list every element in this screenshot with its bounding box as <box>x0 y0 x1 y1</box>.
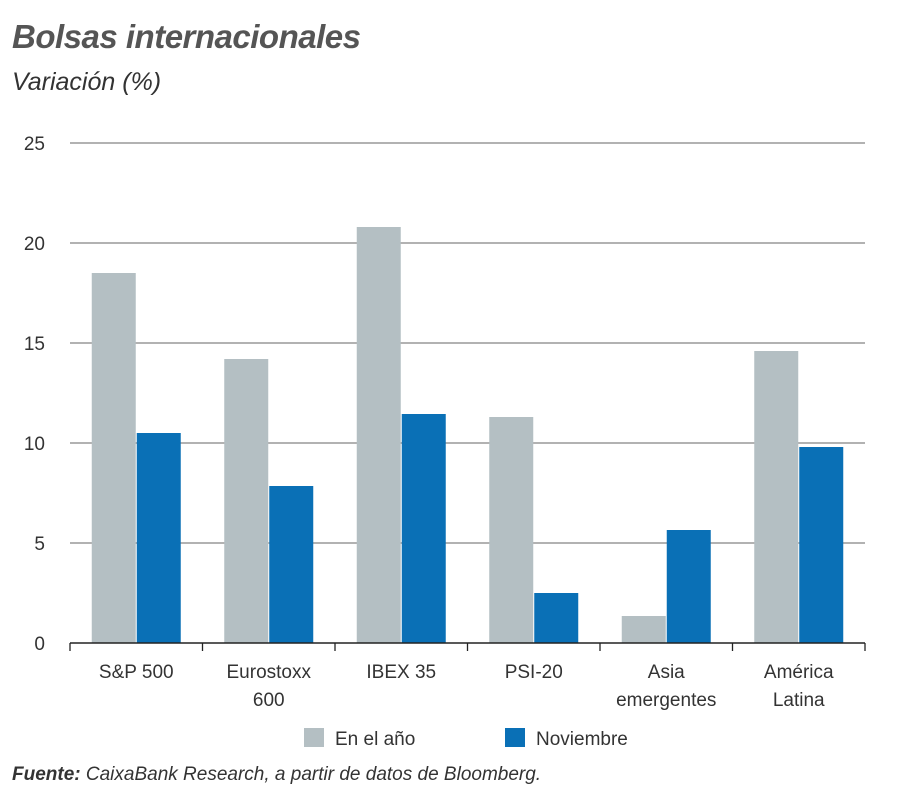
x-tick-label: Eurostoxx <box>227 662 312 683</box>
legend-label: En el año <box>335 729 415 750</box>
legend-swatch <box>505 728 525 747</box>
x-tick-label: S&P 500 <box>99 662 174 683</box>
x-tick-label: América <box>764 662 834 683</box>
y-tick-label: 0 <box>34 634 45 655</box>
y-tick-label: 5 <box>34 534 45 555</box>
bar-noviembre <box>799 447 844 643</box>
bar-en-el-ano <box>224 359 269 643</box>
bar-en-el-ano <box>754 351 799 643</box>
source-text: CaixaBank Research, a partir de datos de… <box>80 764 542 785</box>
bar-en-el-ano <box>91 273 136 643</box>
bar-noviembre <box>534 593 579 643</box>
source-label: Fuente: <box>12 764 81 785</box>
source-note: Fuente: CaixaBank Research, a partir de … <box>12 764 541 786</box>
bar-en-el-ano <box>356 227 401 643</box>
bar-noviembre <box>666 530 711 643</box>
chart-title: Bolsas internacionales <box>12 18 361 55</box>
bar-noviembre <box>136 433 181 643</box>
legend-label: Noviembre <box>536 729 628 750</box>
y-tick-label: 25 <box>24 134 45 155</box>
bar-noviembre <box>269 486 314 643</box>
bar-en-el-ano <box>621 616 666 643</box>
legend-swatch <box>304 728 324 747</box>
chart-subtitle: Variación (%) <box>12 68 162 96</box>
x-tick-label: IBEX 35 <box>366 662 436 683</box>
bar-en-el-ano <box>489 417 534 643</box>
y-tick-label: 20 <box>24 234 45 255</box>
y-tick-label: 10 <box>24 434 45 455</box>
x-tick-label: PSI-20 <box>505 662 563 683</box>
x-tick-label: 600 <box>253 690 285 711</box>
x-tick-label: Latina <box>773 690 825 711</box>
bar-noviembre <box>401 414 446 643</box>
y-tick-label: 15 <box>24 334 45 355</box>
x-tick-label: emergentes <box>616 690 716 711</box>
x-tick-label: Asia <box>648 662 685 683</box>
